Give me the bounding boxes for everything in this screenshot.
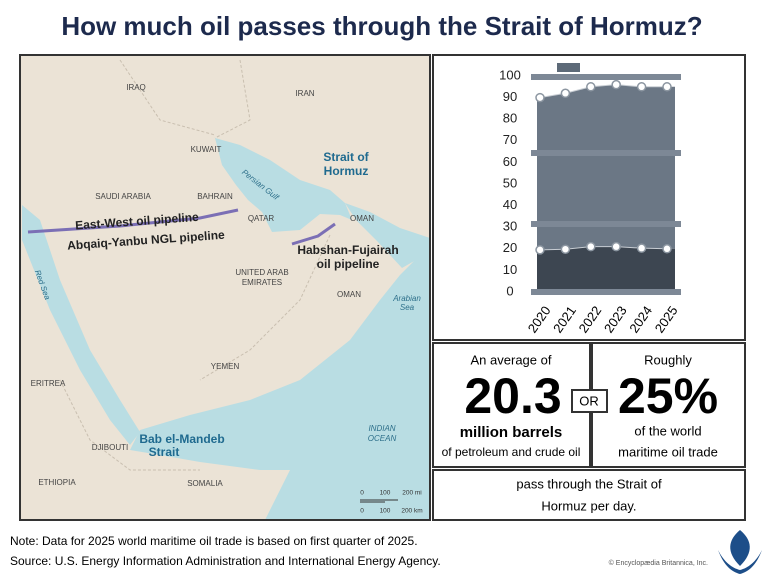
map-label: QATAR: [248, 214, 275, 223]
y-tick-label: 10: [503, 262, 517, 277]
map-label: SAUDI ARABIA: [95, 192, 151, 201]
map-label: YEMEN: [211, 362, 240, 371]
stat-box: [432, 342, 591, 468]
data-point: [636, 243, 647, 253]
source: Source: U.S. Energy Information Administ…: [10, 554, 441, 568]
pipeline: [27, 208, 239, 234]
data-point: [560, 88, 571, 99]
data-point: [535, 92, 545, 103]
y-tick-label: 80: [503, 111, 517, 126]
map-label: Strait of: [323, 150, 369, 164]
data-point: [560, 244, 571, 254]
y-tick-label: 60: [503, 154, 517, 169]
stat-detail: of petroleum and crude oil: [442, 445, 581, 459]
barrel-cap: [557, 63, 580, 72]
data-point: [611, 241, 621, 252]
red-sea: [22, 205, 140, 445]
or-label: OR: [579, 393, 599, 408]
scale-label: 100: [380, 508, 391, 515]
stat-detail: of the world: [634, 423, 701, 438]
map: [20, 55, 430, 520]
or-box: [571, 389, 608, 413]
map-label: DJIBOUTI: [92, 443, 128, 452]
map-label: ETHIOPIA: [38, 478, 76, 487]
data-point: [586, 241, 596, 252]
scale-label: 0: [360, 508, 364, 515]
map-frame: [19, 54, 431, 521]
map-label: Habshan-Fujairah: [297, 243, 398, 257]
barrel-ring: [531, 74, 681, 80]
barrel-upper: [537, 84, 675, 250]
map-label: IRAN: [295, 89, 314, 98]
y-tick-label: 100: [499, 67, 521, 82]
stat-box: [432, 469, 746, 521]
y-tick-label: 20: [503, 240, 517, 255]
stat-number: 25%: [618, 368, 718, 424]
map-label: EMIRATES: [242, 278, 282, 287]
y-tick-label: 40: [503, 197, 517, 212]
stat-intro: Roughly: [644, 352, 692, 367]
scale-label: 200 mi: [402, 490, 422, 497]
scale-label: 0: [360, 490, 364, 497]
map-label: OMAN: [337, 290, 361, 299]
title: How much oil passes through the Strait o…: [61, 11, 702, 41]
y-tick-label: 70: [503, 132, 517, 147]
map-label: IRAQ: [126, 83, 146, 92]
y-tick-label: 50: [503, 175, 517, 190]
data-point: [611, 79, 621, 90]
barrel-ring: [531, 289, 681, 295]
stat-unit: million barrels: [460, 424, 563, 441]
map-label: Bab el-Mandeb: [139, 432, 224, 446]
map-label: oil pipeline: [317, 257, 380, 271]
note: Note: Data for 2025 world maritime oil t…: [10, 534, 418, 548]
data-point: [662, 82, 672, 92]
map-label: SOMALIA: [187, 479, 223, 488]
map-label: BAHRAIN: [197, 192, 233, 201]
y-tick-label: 0: [506, 283, 513, 298]
scale-label: 200 km: [401, 508, 422, 515]
data-point: [535, 245, 545, 255]
map-label: OCEAN: [368, 434, 397, 443]
data-point: [636, 82, 647, 92]
stat-text: pass through the Strait of: [516, 476, 662, 491]
y-tick-label: 30: [503, 219, 517, 234]
map-label: KUWAIT: [191, 145, 222, 154]
barrel-ring: [531, 221, 681, 227]
map-label: Strait: [149, 445, 180, 459]
map-label: ERITREA: [31, 379, 66, 388]
stat-detail: maritime oil trade: [618, 444, 718, 459]
persian-gulf: [215, 138, 352, 232]
sea: [130, 245, 430, 520]
map-label: Arabian: [392, 294, 421, 303]
stat-box: [591, 342, 746, 468]
stat-intro: An average of: [471, 352, 552, 367]
map-label: Hormuz: [324, 164, 369, 178]
stat-number: 20.3: [464, 368, 561, 424]
data-point: [586, 82, 596, 92]
gulf-of-oman: [345, 203, 430, 268]
stat-text: Hormuz per day.: [541, 498, 636, 513]
barrel-lower: [537, 246, 675, 292]
y-tick-label: 90: [503, 89, 517, 104]
data-point: [662, 244, 672, 254]
border: [59, 59, 331, 471]
map-label: INDIAN: [368, 424, 395, 433]
map-label: UNITED ARAB: [235, 268, 288, 277]
scale-label: 100: [380, 490, 391, 497]
map-label: OMAN: [350, 214, 374, 223]
credit: © Encyclopædia Britannica, Inc.: [609, 559, 708, 567]
logo: [718, 530, 762, 574]
map-label: Sea: [400, 303, 415, 312]
pipeline: [291, 222, 336, 246]
barrel-ring: [531, 150, 681, 156]
